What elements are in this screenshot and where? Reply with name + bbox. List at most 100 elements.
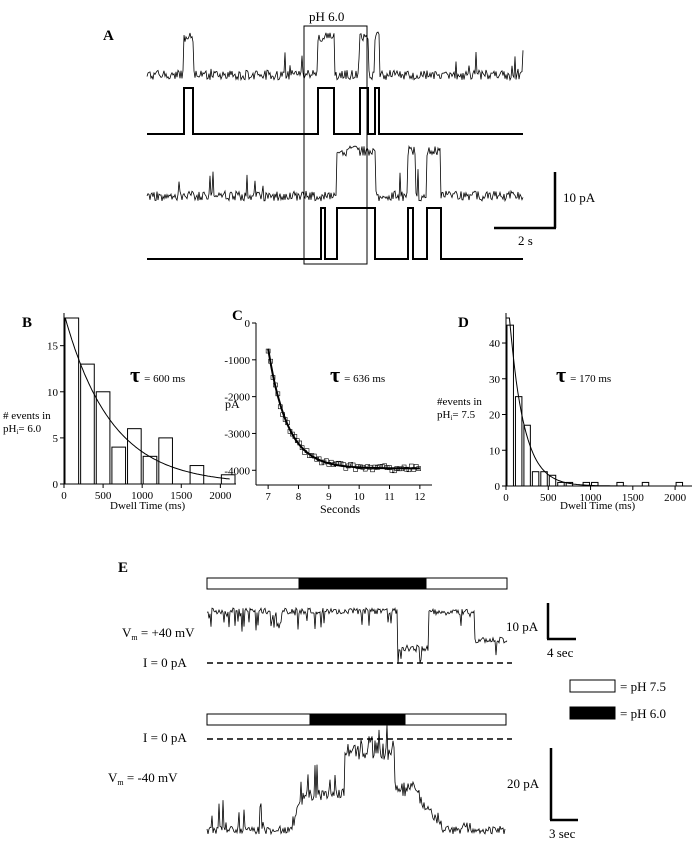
panel-c-point xyxy=(299,445,305,450)
panel-c-xtick-label: 9 xyxy=(326,491,332,503)
panel-c-points xyxy=(265,348,421,474)
panel-d-bar xyxy=(523,424,531,487)
panel-a-label: A xyxy=(103,28,114,44)
panel-c-ytick-label: -4000 xyxy=(224,465,250,477)
panel-d-bar xyxy=(675,481,684,487)
vm-pos-value: = +40 mV xyxy=(138,625,196,640)
scale1-time-label: 4 sec xyxy=(547,645,574,660)
panel-b-ytick-label: 10 xyxy=(47,387,59,399)
panel-b-xtick-label: 0 xyxy=(61,490,67,502)
panel-c-xtick-label: 8 xyxy=(296,491,302,503)
panel-d-ytick-label: 0 xyxy=(495,481,501,493)
legend-swatch-ph75 xyxy=(569,679,616,693)
panel-d-ylabel-line1: #events in xyxy=(437,396,482,408)
ph-window-label: pH 6.0 xyxy=(309,9,344,24)
vm-negative-label: Vm = -40 mV xyxy=(108,770,178,787)
vm-pos-sub: m xyxy=(131,633,138,642)
panel-c-xtick-label: 12 xyxy=(414,491,425,503)
trace-e-positive xyxy=(206,606,508,665)
panel-c-xtick-label: 11 xyxy=(384,491,395,503)
panel-c: C 7 8 9 10 11 12 0 -1000 -2000 -3000 -4000 τ = 636 … xyxy=(224,308,432,516)
ph-window-box xyxy=(303,25,368,265)
tau-symbol: τ xyxy=(330,362,340,387)
panel-c-ytick-label: -1000 xyxy=(224,355,250,367)
panel-d-tau: τ = 170 ms xyxy=(556,362,611,387)
panel-b-ytick-label: 15 xyxy=(47,341,59,353)
panel-b-bar xyxy=(111,446,127,485)
panel-b-ytick-label: 5 xyxy=(53,433,59,445)
panel-d-bar xyxy=(531,471,540,487)
panel-e-label: E xyxy=(118,560,128,576)
panel-c-label: C xyxy=(232,308,243,324)
panel-b-xtick-label: 2000 xyxy=(209,490,232,502)
panel-b-xtick-label: 1000 xyxy=(131,490,154,502)
legend-label-ph60: = pH 6.0 xyxy=(620,706,666,721)
panel-c-fit-curve xyxy=(267,348,420,470)
panel-c-ytick-label: 0 xyxy=(245,318,251,330)
ylabel-sub: i xyxy=(16,428,18,436)
panel-c-ytick-label: -3000 xyxy=(224,428,250,440)
panel-b-xlabel: Dwell Time (ms) xyxy=(110,500,186,512)
legend-swatch-ph60 xyxy=(569,706,616,720)
panel-b-bars xyxy=(64,317,236,485)
tau-symbol: τ xyxy=(556,362,566,387)
tau-value: = 600 ms xyxy=(144,373,185,385)
panel-b-bar xyxy=(64,317,80,485)
panel-d-xlabel: Dwell Time (ms) xyxy=(560,500,636,512)
tau-value: = 636 ms xyxy=(344,373,385,385)
trace-a1-ideal xyxy=(147,87,523,135)
panel-e-traces xyxy=(206,606,508,836)
panel-d-xtick-label: 1500 xyxy=(622,492,645,504)
panel-d-fit-curve xyxy=(506,317,686,487)
panel-b-bar xyxy=(127,428,142,485)
scale2-current-label: 20 pA xyxy=(507,776,540,791)
panel-d-xtick-label: 1000 xyxy=(580,492,603,504)
panel-c-ylabel: pA xyxy=(225,397,240,411)
scale-time-label: 2 s xyxy=(518,233,533,248)
vm-neg-v: V xyxy=(108,770,118,785)
ylabel-value: = 6.0 xyxy=(18,423,41,435)
vm-positive-label: Vm = +40 mV xyxy=(122,625,195,642)
panel-b-label: B xyxy=(22,315,32,331)
panel-c-xlabel: Seconds xyxy=(320,502,360,516)
trace-a2-ideal xyxy=(147,207,523,260)
panel-e: E Vm = +40 mV I = 0 pA I = 0 pA Vm = -40… xyxy=(108,560,666,841)
panel-c-xtick-label: 7 xyxy=(265,491,271,503)
panel-d-ytick-label: 30 xyxy=(489,374,501,386)
panel-b-bar xyxy=(142,455,158,485)
panel-b-fit-curve xyxy=(63,317,230,480)
vm-pos-v: V xyxy=(122,625,132,640)
panel-c-xtick-label: 10 xyxy=(354,491,366,503)
panel-b-bar xyxy=(158,437,173,485)
panel-d-bar xyxy=(548,474,557,487)
trace-a2-raw xyxy=(146,145,524,203)
panel-a-traces xyxy=(146,31,524,260)
panel-d-xtick-label: 2000 xyxy=(664,492,687,504)
ylabel-ph: pH xyxy=(3,423,17,435)
ylabel-value: = 7.5 xyxy=(452,409,475,421)
panel-b-xtick-label: 500 xyxy=(95,490,112,502)
scale-current-label: 10 pA xyxy=(563,190,596,205)
panel-a: A pH 6.0 10 pA 2 s xyxy=(103,9,596,265)
panel-b-ticks: 0 500 1000 1500 2000 0 5 10 15 xyxy=(47,341,232,502)
panel-b-tau: τ = 600 ms xyxy=(130,362,185,387)
panel-b-bar xyxy=(80,363,95,485)
legend-label-ph75: = pH 7.5 xyxy=(620,679,666,694)
panel-d-bar xyxy=(641,481,650,487)
zero-current-label-1: I = 0 pA xyxy=(143,655,187,670)
panel-b-ytick-label: 0 xyxy=(53,479,59,491)
zero-current-label-2: I = 0 pA xyxy=(143,730,187,745)
panel-d-ytick-label: 20 xyxy=(489,410,501,422)
tau-value: = 170 ms xyxy=(570,373,611,385)
panel-d-ytick-label: 10 xyxy=(489,445,501,457)
panel-d-bar xyxy=(557,481,565,487)
trace-a1-raw xyxy=(146,31,524,82)
trace-e-negative xyxy=(206,723,506,836)
panel-d-xtick-label: 500 xyxy=(540,492,557,504)
ph-bar-top-acid xyxy=(298,577,427,590)
panel-c-ticks: 7 8 9 10 11 12 0 -1000 -2000 -3000 -4000 xyxy=(224,318,425,503)
panel-b-ylabel-line2: pHi= 6.0 xyxy=(3,423,42,436)
vm-neg-value: = -40 mV xyxy=(124,770,179,785)
ylabel-ph: pH xyxy=(437,409,451,421)
